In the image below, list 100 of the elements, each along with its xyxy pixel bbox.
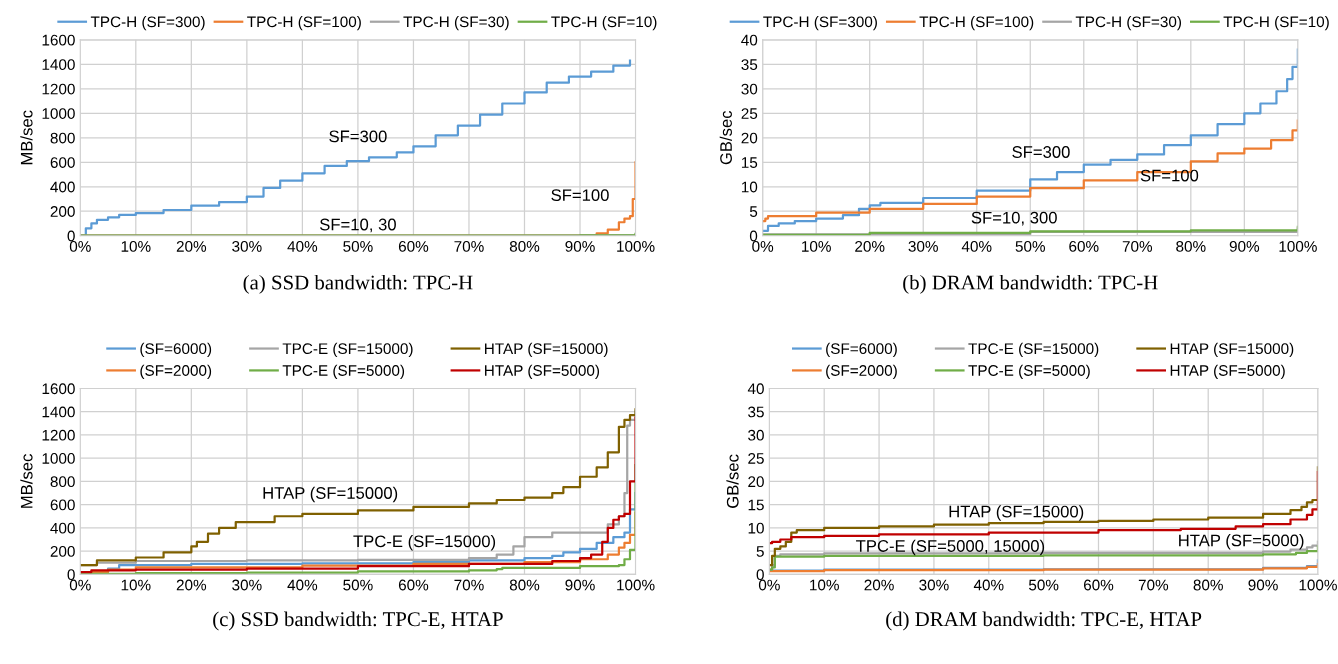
y-tick-label: 20 <box>741 132 758 144</box>
x-tick-label: 20% <box>176 240 207 252</box>
y-tick-label: 40 <box>747 383 764 395</box>
y-tick-label: 0 <box>67 569 75 581</box>
annotation: SF=100 <box>551 189 609 202</box>
y-tick-label: 35 <box>748 406 764 418</box>
x-tick-label: 60% <box>1069 240 1099 252</box>
y-tick-label: 25 <box>741 108 758 119</box>
x-tick-label: 50% <box>343 579 373 591</box>
legend-label: TPC-H (SF=30) <box>403 16 509 31</box>
x-tick-label: 0% <box>758 579 780 591</box>
x-tick-label: 90% <box>1229 240 1260 252</box>
legend-label: (SF=2000) <box>140 364 212 379</box>
annotation: SF=300 <box>1012 146 1070 158</box>
y-tick-label: 15 <box>741 157 758 168</box>
y-tick-label: 30 <box>741 83 758 95</box>
x-tick-label: 60% <box>1083 579 1114 591</box>
x-tick-label: 0% <box>69 240 91 252</box>
y-tick-label: 1400 <box>42 406 75 418</box>
y-axis-title: GB/sec <box>719 110 732 165</box>
y-tick-label: 1200 <box>42 83 75 95</box>
annotation: HTAP (SF=15000) <box>263 486 398 503</box>
legend-label: (SF=2000) <box>826 364 897 379</box>
y-axis-title: GB/sec <box>726 454 739 508</box>
y-tick-label: 20 <box>748 476 764 488</box>
y-tick-label: 1600 <box>42 383 75 395</box>
x-tick-label: 90% <box>565 579 595 591</box>
x-tick-label: 90% <box>565 240 595 252</box>
x-tick-label: 20% <box>176 579 207 591</box>
y-tick-label: 1000 <box>42 453 75 464</box>
x-tick-label: 30% <box>232 240 262 252</box>
y-tick-label: 800 <box>50 476 75 488</box>
legend-label: TPC-E (SF=5000) <box>968 364 1090 379</box>
y-tick-label: 10 <box>741 181 758 193</box>
legend-label: HTAP (SF=5000) <box>1170 364 1285 379</box>
legend-label: TPC-H (SF=100) <box>919 16 1034 31</box>
y-tick-label: 40 <box>741 34 758 46</box>
annotation: HTAP (SF=5000) <box>1179 534 1304 550</box>
legend-label: HTAP (SF=5000) <box>485 364 600 379</box>
text: (d) DRAM bandwidth: TPC-E, HTAP <box>886 611 1202 631</box>
y-tick-label: 0 <box>749 230 758 242</box>
y-tick-label: 35 <box>741 59 758 71</box>
y-tick-label: 30 <box>748 429 764 441</box>
text: (b) DRAM bandwidth: TPC-H <box>903 274 1158 294</box>
legend-label: TPC-E (SF=15000) <box>968 342 1099 358</box>
x-tick-label: 100% <box>1279 240 1317 252</box>
y-axis-title: MB/sec <box>20 454 33 508</box>
x-tick-label: 40% <box>287 240 318 252</box>
x-tick-label: 80% <box>509 579 540 591</box>
x-tick-label: 70% <box>454 579 484 591</box>
y-tick-label: 400 <box>50 181 75 193</box>
text: (a) SSD bandwidth: TPC-H <box>243 274 473 294</box>
legend-label: TPC-H (SF=10) <box>1223 16 1329 31</box>
legend-label: HTAP (SF=15000) <box>485 342 608 358</box>
x-tick-label: 60% <box>398 240 429 252</box>
annotation: SF=10, 30 <box>319 218 396 233</box>
x-tick-label: 80% <box>1176 240 1206 252</box>
y-tick-label: 25 <box>748 453 764 464</box>
x-tick-label: 10% <box>802 240 831 252</box>
annotation: HTAP (SF=15000) <box>949 505 1084 521</box>
legend-label: (SF=6000) <box>826 342 897 358</box>
legend-label: TPC-H (SF=10) <box>551 16 657 31</box>
x-tick-label: 80% <box>1193 579 1223 591</box>
x-tick-label: 50% <box>1028 579 1059 591</box>
y-tick-label: 600 <box>50 157 75 168</box>
annotation: SF=10, 300 <box>971 211 1057 226</box>
x-tick-label: 70% <box>1122 240 1153 252</box>
y-tick-label: 400 <box>50 522 75 534</box>
x-tick-label: 10% <box>810 579 839 591</box>
y-tick-label: 1600 <box>42 34 75 46</box>
y-tick-label: 0 <box>756 569 764 581</box>
y-tick-label: 800 <box>50 132 75 144</box>
x-tick-label: 10% <box>121 579 151 591</box>
x-tick-label: 30% <box>919 579 949 591</box>
y-tick-label: 200 <box>50 206 75 217</box>
x-tick-label: 40% <box>973 579 1004 591</box>
x-tick-label: 50% <box>1015 240 1046 252</box>
legend-label: HTAP (SF=15000) <box>1170 342 1294 358</box>
x-tick-label: 80% <box>509 240 540 252</box>
legend-label: (SF=6000) <box>140 342 212 358</box>
y-tick-label: 10 <box>748 522 764 534</box>
x-tick-label: 0% <box>752 240 774 252</box>
x-tick-label: 70% <box>1138 579 1169 591</box>
x-tick-label: 100% <box>1299 579 1337 591</box>
x-tick-label: 100% <box>617 240 655 252</box>
text: (c) SSD bandwidth: TPC-E, HTAP <box>213 611 503 631</box>
y-tick-label: 5 <box>749 206 758 217</box>
y-tick-label: 0 <box>67 230 75 242</box>
annotation: SF=300 <box>329 130 387 143</box>
x-tick-label: 30% <box>232 579 262 591</box>
y-axis-title: MB/sec <box>20 110 33 165</box>
x-tick-label: 60% <box>398 579 429 591</box>
x-tick-label: 20% <box>864 579 894 591</box>
x-tick-label: 90% <box>1248 579 1278 591</box>
y-tick-label: 1200 <box>42 429 75 441</box>
legend-label: TPC-E (SF=5000) <box>282 364 405 379</box>
legend-label: TPC-H (SF=30) <box>1075 16 1182 31</box>
legend-label: TPC-H (SF=300) <box>763 16 877 31</box>
annotation: TPC-E (SF=15000) <box>353 534 496 551</box>
x-tick-label: 40% <box>287 579 318 591</box>
